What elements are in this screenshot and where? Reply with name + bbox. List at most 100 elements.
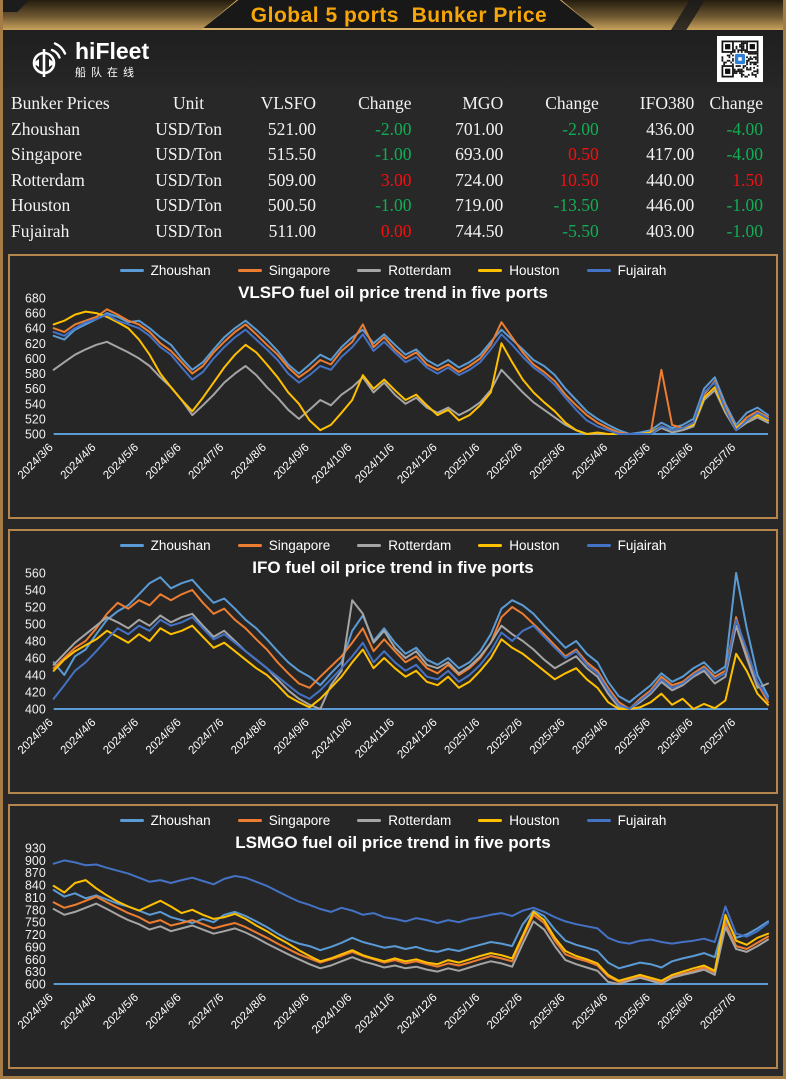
- x-tick-label: 2024/5/6: [101, 717, 141, 757]
- change-cell: -1.00: [726, 220, 763, 241]
- x-tick-label: 2024/5/6: [101, 992, 141, 1032]
- port-name: Fujairah: [11, 220, 70, 241]
- legend-label: Singapore: [268, 263, 331, 278]
- port-name: Singapore: [11, 144, 82, 164]
- rotterdam-line: [52, 599, 770, 710]
- price-cell: 511.00: [268, 220, 317, 241]
- brand-name: hiFleet: [75, 37, 150, 64]
- x-tick-label: 2024/7/6: [187, 992, 227, 1032]
- legend-label: Fujairah: [617, 813, 667, 828]
- x-tick-label: 2024/6/6: [144, 717, 184, 757]
- legend-label: Houston: [509, 813, 560, 828]
- y-tick-label: 630: [25, 965, 46, 979]
- price-cell: 724.00: [455, 169, 504, 190]
- legend-label: Zhoushan: [150, 263, 211, 278]
- price-cell: 509.00: [267, 169, 317, 190]
- ifo-trend-panel: Zhoushan Singapore Rotterdam Houston Fujaira…: [8, 529, 778, 794]
- column-header: Change: [545, 93, 599, 113]
- zhoushan-line: [52, 312, 770, 435]
- legend-item-houston: Houston: [478, 813, 560, 828]
- legend-item-rotterdam: Rotterdam: [357, 538, 451, 553]
- y-tick-label: 520: [25, 600, 46, 614]
- price-cell: 744.50: [455, 220, 504, 241]
- price-table: Bunker Prices Unit VLSFO Change MGO Change IFO…: [11, 91, 775, 244]
- x-tick-label: 2024/11/6: [353, 992, 397, 1036]
- column-header: Unit: [173, 93, 205, 113]
- unit-cell: USD/Ton: [155, 118, 223, 139]
- lsmgo-chart-title: LSMGO fuel oil price trend in five ports: [235, 833, 551, 852]
- x-tick-label: 2024/12/6: [395, 717, 439, 762]
- x-tick-label: 2025/5/6: [613, 442, 653, 482]
- x-tick-label: 2024/6/6: [144, 992, 184, 1032]
- x-tick-label: 2024/10/6: [310, 442, 354, 487]
- x-tick-label: 2024/12/6: [395, 992, 439, 1037]
- price-cell: 417.00: [646, 144, 695, 164]
- houston-line: [52, 310, 770, 435]
- title-banner: Global 5 ports Bunker Price: [201, 0, 597, 30]
- price-cell: 436.00: [646, 118, 695, 139]
- lsmgo-trend-panel: Zhoushan Singapore Rotterdam Houston Fujaira…: [8, 804, 778, 1069]
- hifleet-icon: [32, 42, 67, 77]
- x-tick-label: 2024/11/6: [353, 442, 397, 486]
- x-tick-label: 2024/5/6: [101, 442, 141, 482]
- y-tick-label: 750: [25, 916, 46, 930]
- change-cell: -1.00: [726, 195, 763, 215]
- fujairah-line: [52, 313, 770, 435]
- port-name: Houston: [11, 195, 71, 215]
- legend-item-fujairah: Fujairah: [586, 263, 666, 278]
- change-cell: -13.50: [553, 195, 599, 215]
- x-tick-label: 2025/1/6: [443, 442, 483, 482]
- price-cell: 403.00: [646, 220, 695, 241]
- price-cell: 701.00: [455, 118, 504, 139]
- legend-swatch: [586, 818, 611, 823]
- legend-item-singapore: Singapore: [237, 538, 330, 553]
- y-tick-label: 540: [25, 583, 46, 597]
- x-tick-label: 2024/8/6: [229, 717, 269, 757]
- y-tick-label: 500: [25, 617, 46, 631]
- legend-item-zhoushan: Zhoushan: [119, 538, 211, 553]
- singapore-line: [52, 308, 770, 435]
- qr-code: [717, 36, 763, 82]
- legend-swatch: [478, 543, 503, 548]
- y-tick-label: 900: [25, 854, 46, 868]
- change-cell: 0.50: [568, 144, 599, 164]
- chart-panels: Zhoushan Singapore Rotterdam Houston Fujaira…: [3, 248, 783, 1069]
- fujairah-line: [52, 616, 770, 710]
- unit-cell: USD/Ton: [155, 220, 223, 241]
- x-tick-label: 2025/6/6: [656, 717, 696, 757]
- legend-swatch: [586, 543, 611, 548]
- ifo-chart-legend: Zhoushan Singapore Rotterdam Houston Fujaira…: [10, 538, 776, 553]
- y-tick-label: 460: [25, 651, 46, 665]
- x-tick-label: 2025/4/6: [570, 717, 610, 757]
- y-tick-label: 930: [25, 841, 46, 855]
- y-tick-label: 620: [25, 337, 46, 351]
- unit-cell: USD/Ton: [155, 169, 223, 190]
- change-cell: -4.00: [726, 118, 763, 139]
- legend-swatch: [237, 818, 262, 823]
- legend-item-singapore: Singapore: [237, 813, 330, 828]
- legend-swatch: [119, 268, 144, 273]
- x-tick-label: 2025/3/6: [528, 717, 568, 757]
- x-tick-label: 2024/8/6: [229, 442, 269, 482]
- legend-item-houston: Houston: [478, 263, 560, 278]
- x-tick-label: 2024/10/6: [310, 992, 354, 1037]
- price-cell: 440.00: [646, 169, 695, 190]
- x-tick-label: 2025/5/6: [613, 717, 653, 757]
- x-tick-label: 2025/2/6: [485, 992, 525, 1032]
- legend-swatch: [237, 268, 262, 273]
- legend-item-singapore: Singapore: [237, 263, 331, 278]
- legend-item-fujairah: Fujairah: [586, 813, 667, 828]
- singapore-line: [52, 895, 770, 983]
- column-header: Change: [709, 93, 763, 113]
- change-cell: -4.00: [726, 144, 763, 164]
- houston-line: [52, 879, 770, 982]
- port-name: Zhoushan: [11, 118, 81, 139]
- lsmgo-chart-legend: Zhoushan Singapore Rotterdam Houston Fujaira…: [10, 813, 776, 828]
- price-table-wrap: Bunker Prices Unit VLSFO Change MGO Change IFO…: [3, 88, 783, 248]
- legend-swatch: [119, 543, 144, 548]
- change-cell: 0.00: [380, 220, 412, 241]
- x-tick-label: 2024/4/6: [59, 717, 99, 757]
- legend-label: Zhoushan: [150, 538, 211, 553]
